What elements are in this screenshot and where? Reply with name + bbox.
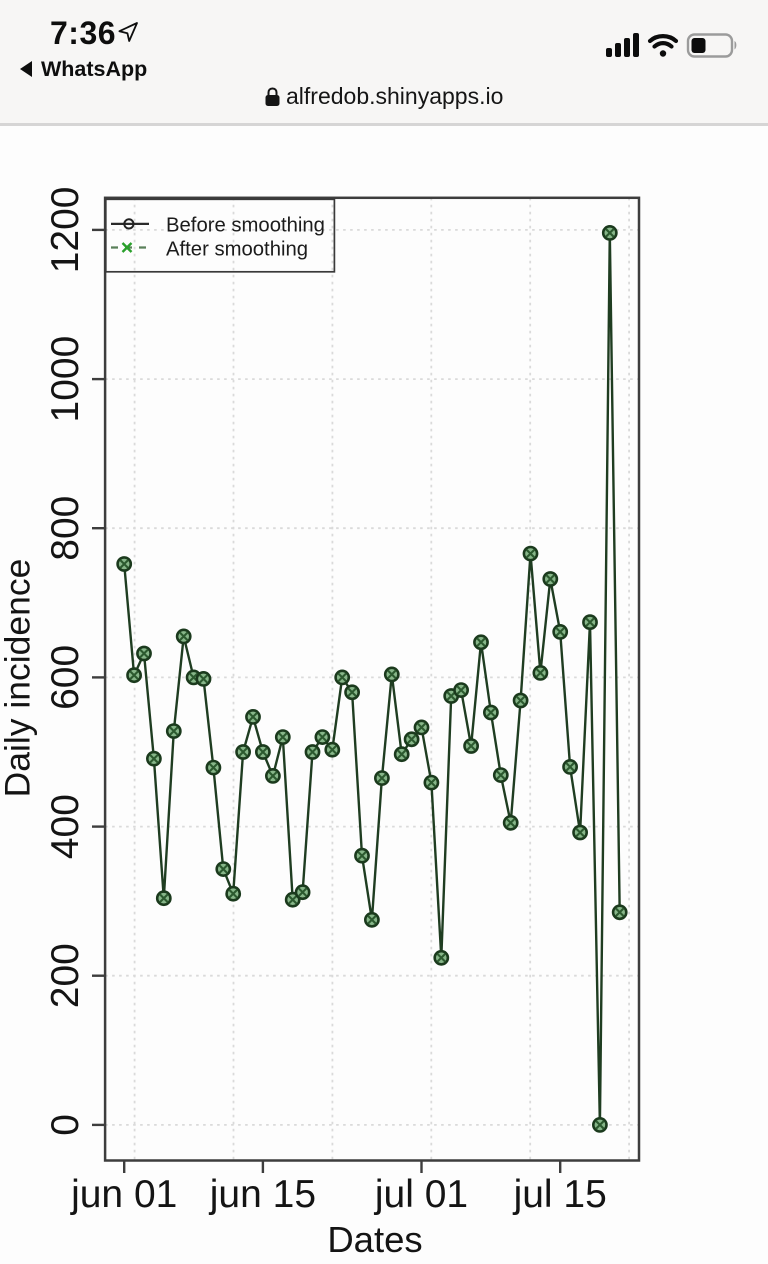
svg-text:jul 15: jul 15	[513, 1173, 607, 1216]
svg-text:jun 01: jun 01	[70, 1173, 177, 1216]
svg-text:1000: 1000	[44, 336, 87, 423]
svg-text:400: 400	[44, 794, 87, 859]
svg-text:Dates: Dates	[327, 1219, 422, 1260]
svg-text:0: 0	[44, 1114, 87, 1136]
svg-text:After smoothing: After smoothing	[166, 239, 308, 261]
svg-text:800: 800	[44, 496, 87, 561]
svg-text:Before smoothing: Before smoothing	[166, 215, 325, 237]
svg-text:jul 01: jul 01	[374, 1173, 468, 1216]
svg-text:jun 15: jun 15	[209, 1173, 316, 1216]
svg-text:1200: 1200	[44, 187, 87, 274]
svg-text:200: 200	[44, 943, 87, 1008]
svg-text:600: 600	[44, 645, 87, 710]
svg-text:Daily incidence: Daily incidence	[0, 559, 38, 798]
